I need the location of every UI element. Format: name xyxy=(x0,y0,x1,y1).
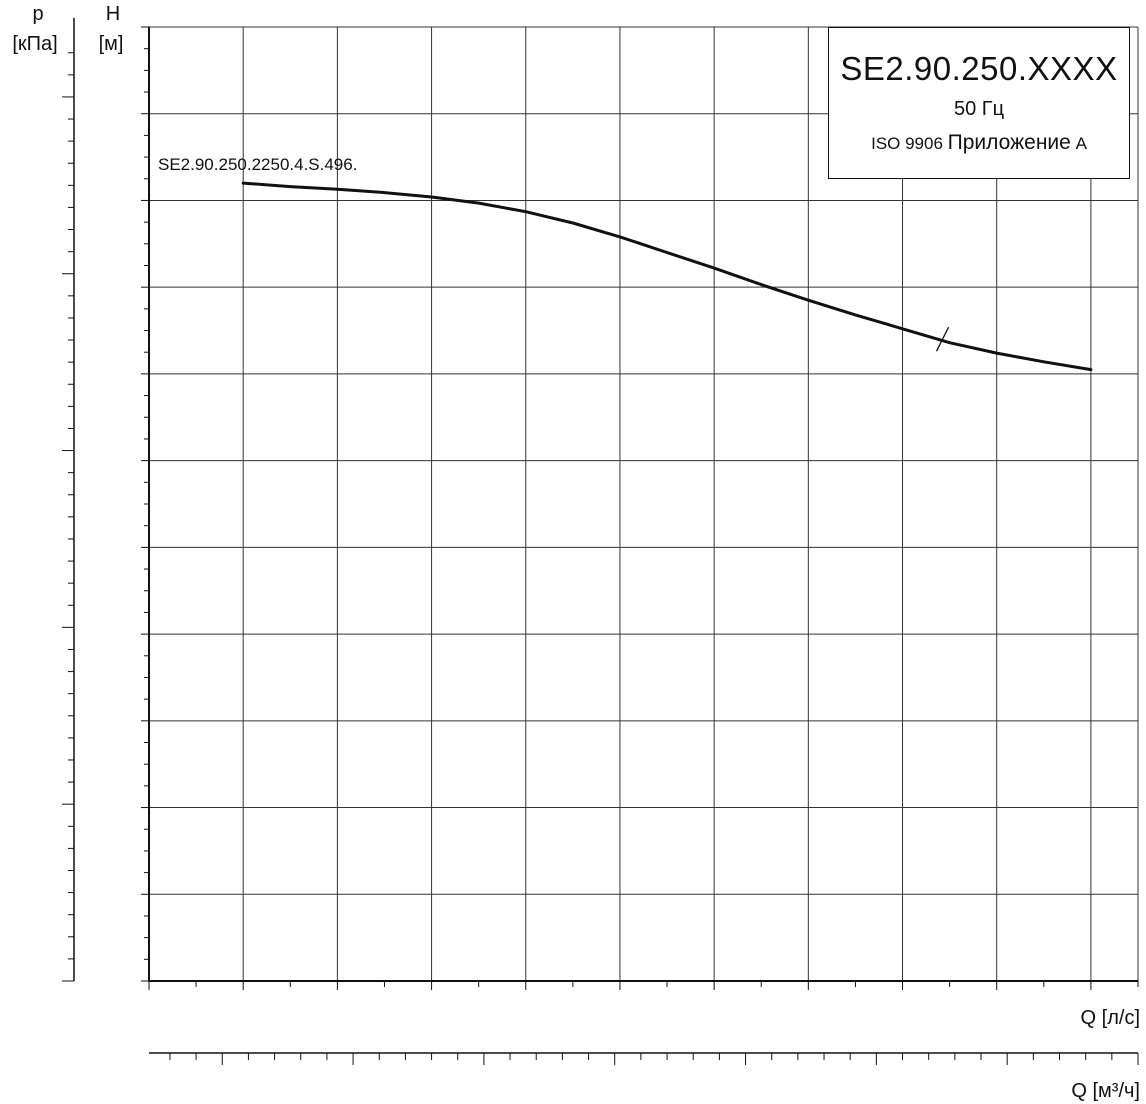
p-axis-symbol: p xyxy=(32,3,43,25)
h-axis-unit: [м] xyxy=(99,33,124,55)
chart-grid xyxy=(149,27,1138,981)
chart-axes xyxy=(73,18,1139,1054)
pump-curve-line xyxy=(241,181,1093,372)
x-axis-ls-label: Q [л/с] xyxy=(1081,1007,1140,1029)
iso-suffix: A xyxy=(1075,134,1087,153)
p-axis-unit: [кПа] xyxy=(12,33,57,55)
chart-ticks xyxy=(62,26,1139,1065)
h-axis-symbol: H xyxy=(106,3,120,25)
iso-prefix: ISO 9906 xyxy=(871,134,943,153)
iso-word: Приложение xyxy=(947,131,1071,154)
curve-marker xyxy=(935,326,950,352)
series-label: SE2.90.250.2250.4.S.496. xyxy=(158,155,358,174)
frequency-label: 50 Гц xyxy=(953,98,1005,120)
iso-standard-line: ISO 9906 Приложение A xyxy=(829,131,1129,155)
x-axis-m3h-label: Q [м³/ч] xyxy=(1071,1080,1140,1102)
model-info-box: SE2.90.250.XXXX 50 Гц ISO 9906 Приложени… xyxy=(828,27,1130,179)
chart-series xyxy=(241,181,1093,372)
model-title: SE2.90.250.XXXX xyxy=(840,50,1118,87)
